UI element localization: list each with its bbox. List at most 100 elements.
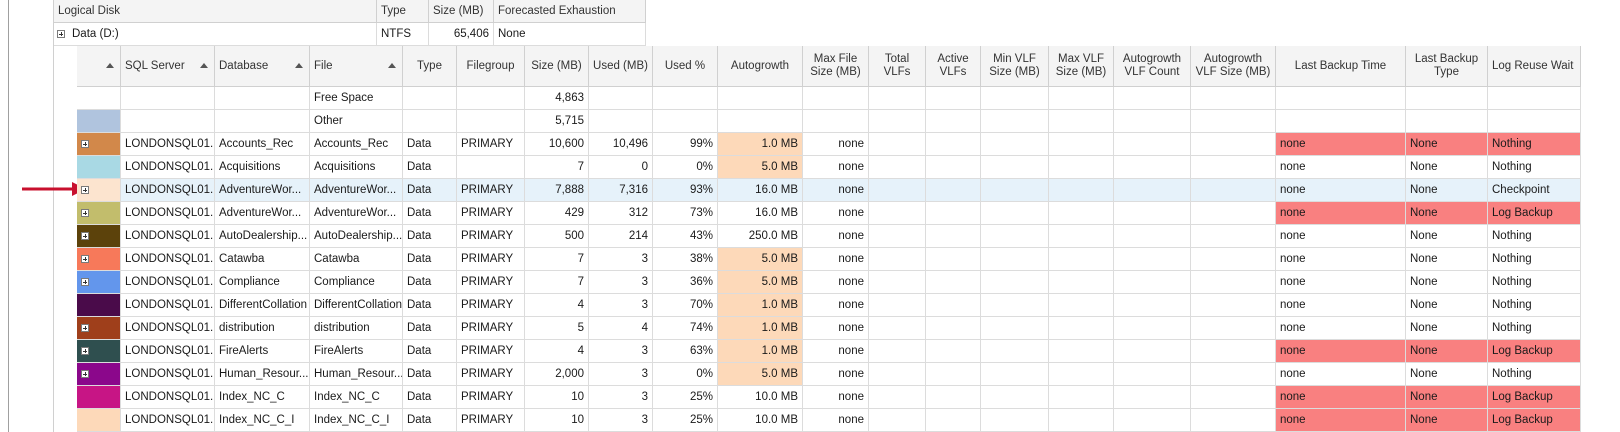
disk-header-cell: Forecasted Exhaustion xyxy=(494,0,646,23)
grid-cell: Data xyxy=(403,156,457,179)
grid-cell: 74% xyxy=(653,317,718,340)
panel-border xyxy=(8,0,9,432)
sort-arrow xyxy=(388,63,396,68)
column-header[interactable]: Size (MB) xyxy=(525,46,589,87)
grid-cell: 93% xyxy=(653,179,718,202)
collapse-button[interactable] xyxy=(57,30,65,38)
column-header[interactable]: Used % xyxy=(653,46,718,87)
grid-cell: Data xyxy=(403,340,457,363)
expand-button[interactable] xyxy=(81,370,89,378)
grid-cell xyxy=(1191,133,1276,156)
expand-button[interactable] xyxy=(81,347,89,355)
grid-cell xyxy=(1191,179,1276,202)
grid-cell xyxy=(1049,156,1114,179)
color-swatch xyxy=(77,386,121,409)
grid-cell xyxy=(457,156,525,179)
grid-cell: Other xyxy=(310,110,403,133)
column-header[interactable]: SQL Server xyxy=(121,46,215,87)
grid-cell: LONDONSQL01... xyxy=(121,248,215,271)
grid-cell: none xyxy=(1276,317,1406,340)
color-swatch xyxy=(77,110,121,133)
grid-cell: 0% xyxy=(653,156,718,179)
grid-cell: AutoDealership... xyxy=(310,225,403,248)
grid-cell: PRIMARY xyxy=(457,294,525,317)
column-header[interactable]: Max File Size (MB) xyxy=(803,46,869,87)
column-header[interactable]: Total VLFs xyxy=(869,46,926,87)
grid-cell xyxy=(926,271,981,294)
grid-cell: 99% xyxy=(653,133,718,156)
grid-cell xyxy=(981,110,1049,133)
grid-cell: Compliance xyxy=(215,271,310,294)
grid-cell: 7 xyxy=(525,271,589,294)
column-header[interactable]: Log Reuse Wait xyxy=(1488,46,1581,87)
grid-cell: 4 xyxy=(589,317,653,340)
grid-cell xyxy=(926,110,981,133)
grid-cell: 4 xyxy=(525,340,589,363)
column-header[interactable]: Min VLF Size (MB) xyxy=(981,46,1049,87)
grid-cell xyxy=(926,317,981,340)
column-header[interactable]: File xyxy=(310,46,403,87)
grid-cell xyxy=(1049,248,1114,271)
grid-cell: Checkpoint xyxy=(1488,179,1581,202)
expand-button[interactable] xyxy=(81,278,89,286)
grid-cell xyxy=(1114,156,1191,179)
grid-cell: none xyxy=(803,340,869,363)
column-header[interactable]: Autogrowth xyxy=(718,46,803,87)
expand-button[interactable] xyxy=(81,324,89,332)
grid-cell: Data xyxy=(403,248,457,271)
expand-button[interactable] xyxy=(81,232,89,240)
column-header[interactable]: Database xyxy=(215,46,310,87)
grid-cell: PRIMARY xyxy=(457,202,525,225)
column-header[interactable]: Autogrowth VLF Count xyxy=(1114,46,1191,87)
grid-cell: none xyxy=(1276,409,1406,432)
expand-button[interactable] xyxy=(81,186,89,194)
grid-cell xyxy=(653,110,718,133)
grid-cell: none xyxy=(803,317,869,340)
column-header[interactable]: Filegroup xyxy=(457,46,525,87)
grid-cell: 1.0 MB xyxy=(718,340,803,363)
grid-cell: 70% xyxy=(653,294,718,317)
grid-cell: 0 xyxy=(589,156,653,179)
grid-cell: 25% xyxy=(653,386,718,409)
column-header[interactable]: Active VLFs xyxy=(926,46,981,87)
grid-cell xyxy=(869,363,926,386)
grid-cell: Nothing xyxy=(1488,271,1581,294)
grid-cell: none xyxy=(1276,133,1406,156)
grid-cell xyxy=(869,294,926,317)
grid-cell: Data xyxy=(403,409,457,432)
grid-cell: Accounts_Rec xyxy=(310,133,403,156)
grid-cell xyxy=(1049,340,1114,363)
column-header[interactable]: Last Backup Type xyxy=(1406,46,1488,87)
expand-button[interactable] xyxy=(81,255,89,263)
grid-cell: Acquisitions xyxy=(215,156,310,179)
grid-cell xyxy=(869,156,926,179)
column-header[interactable]: Max VLF Size (MB) xyxy=(1049,46,1114,87)
grid-cell: LONDONSQL01... xyxy=(121,409,215,432)
column-header[interactable] xyxy=(77,46,121,87)
grid-cell xyxy=(981,363,1049,386)
column-header[interactable]: Autogrowth VLF Size (MB) xyxy=(1191,46,1276,87)
grid-cell: 429 xyxy=(525,202,589,225)
grid-cell: none xyxy=(1276,225,1406,248)
grid-cell xyxy=(1049,110,1114,133)
expand-button[interactable] xyxy=(81,140,89,148)
grid-cell: none xyxy=(1276,363,1406,386)
grid-cell xyxy=(869,110,926,133)
grid-cell xyxy=(1191,409,1276,432)
grid-cell xyxy=(1406,110,1488,133)
column-header[interactable]: Last Backup Time xyxy=(1276,46,1406,87)
grid-cell: LONDONSQL01... xyxy=(121,386,215,409)
grid-cell: DifferentCollation xyxy=(215,294,310,317)
column-header[interactable]: Used (MB) xyxy=(589,46,653,87)
grid-cell: LONDONSQL01... xyxy=(121,133,215,156)
grid-cell xyxy=(1114,179,1191,202)
grid-cell: Log Backup xyxy=(1488,386,1581,409)
grid-cell: Data xyxy=(403,202,457,225)
grid-cell: PRIMARY xyxy=(457,386,525,409)
grid-cell: LONDONSQL01... xyxy=(121,271,215,294)
grid-cell xyxy=(926,294,981,317)
grid-cell: None xyxy=(1406,363,1488,386)
grid-cell: Data xyxy=(403,133,457,156)
expand-button[interactable] xyxy=(81,209,89,217)
column-header[interactable]: Type xyxy=(403,46,457,87)
